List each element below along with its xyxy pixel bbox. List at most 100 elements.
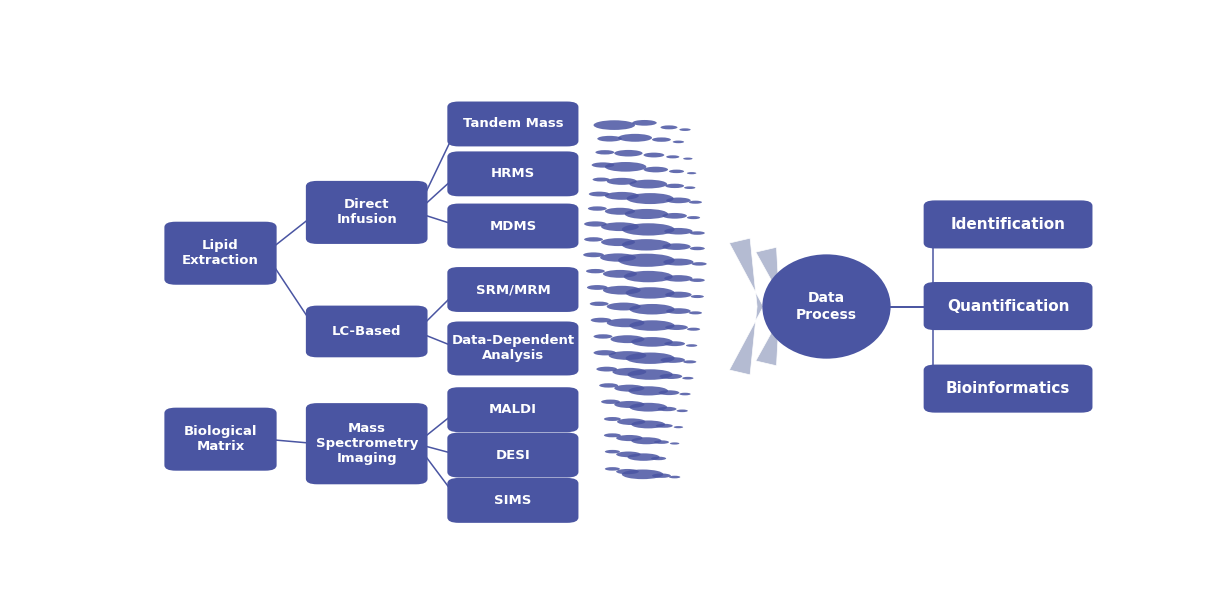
Text: Mass
Spectrometry
Imaging: Mass Spectrometry Imaging [315,422,417,465]
Ellipse shape [591,163,615,168]
Ellipse shape [616,435,643,441]
Ellipse shape [662,213,686,219]
Ellipse shape [590,317,611,323]
Ellipse shape [657,407,677,411]
Ellipse shape [691,262,707,266]
Text: LC-Based: LC-Based [332,325,402,338]
Ellipse shape [666,325,688,330]
Ellipse shape [679,128,691,131]
FancyBboxPatch shape [924,282,1093,330]
Ellipse shape [601,238,635,246]
Ellipse shape [598,136,622,141]
FancyBboxPatch shape [164,408,276,471]
Ellipse shape [644,153,664,157]
Ellipse shape [584,221,607,227]
Ellipse shape [661,357,685,363]
Ellipse shape [673,141,684,143]
Ellipse shape [583,253,604,257]
Ellipse shape [691,295,703,298]
Ellipse shape [616,452,640,457]
Ellipse shape [605,467,619,471]
Ellipse shape [683,377,694,379]
Ellipse shape [661,125,678,130]
Ellipse shape [605,450,619,454]
Ellipse shape [689,201,702,204]
Ellipse shape [605,208,635,215]
Ellipse shape [652,474,671,478]
Ellipse shape [617,418,645,425]
Ellipse shape [604,417,621,421]
Ellipse shape [686,172,696,174]
Ellipse shape [618,254,674,267]
FancyBboxPatch shape [305,181,427,244]
Ellipse shape [590,302,608,306]
Ellipse shape [690,279,705,282]
Text: Lipid
Extraction: Lipid Extraction [183,239,259,267]
Ellipse shape [632,421,666,428]
Ellipse shape [666,292,691,298]
Ellipse shape [587,285,607,290]
Ellipse shape [666,184,684,188]
FancyBboxPatch shape [448,322,578,375]
Ellipse shape [594,120,635,130]
Ellipse shape [601,399,619,404]
Ellipse shape [686,327,700,331]
Ellipse shape [664,341,685,346]
Ellipse shape [615,150,643,157]
FancyBboxPatch shape [305,306,427,358]
Ellipse shape [599,383,618,388]
Ellipse shape [622,469,663,479]
FancyBboxPatch shape [448,267,578,312]
Text: Quantification: Quantification [947,299,1070,313]
Ellipse shape [683,360,696,363]
Polygon shape [756,247,786,366]
Ellipse shape [602,286,640,294]
Ellipse shape [615,401,645,408]
Ellipse shape [677,409,688,412]
Ellipse shape [588,206,607,211]
Ellipse shape [662,243,691,250]
Ellipse shape [605,192,639,200]
Ellipse shape [666,197,691,203]
Ellipse shape [669,476,680,478]
Ellipse shape [622,223,674,236]
Text: Identification: Identification [950,217,1066,232]
Text: DESI: DESI [495,449,531,462]
Ellipse shape [683,158,692,160]
FancyBboxPatch shape [448,478,578,523]
Ellipse shape [607,303,640,310]
Ellipse shape [664,275,692,282]
Ellipse shape [628,454,660,461]
Ellipse shape [594,334,612,339]
Text: Bioinformatics: Bioinformatics [946,381,1070,396]
Ellipse shape [600,253,636,262]
Ellipse shape [660,374,683,379]
FancyBboxPatch shape [164,221,276,284]
Ellipse shape [628,386,668,395]
Polygon shape [729,238,763,375]
Ellipse shape [584,237,602,241]
Text: Tandem Mass: Tandem Mass [462,117,563,131]
Ellipse shape [669,170,684,173]
Ellipse shape [593,177,610,181]
Ellipse shape [664,228,692,234]
FancyBboxPatch shape [924,200,1093,249]
Ellipse shape [652,137,671,142]
Ellipse shape [674,426,683,428]
Ellipse shape [690,247,705,250]
Ellipse shape [666,155,679,158]
Ellipse shape [596,367,617,372]
FancyBboxPatch shape [448,387,578,432]
Ellipse shape [666,308,691,314]
FancyBboxPatch shape [448,432,578,478]
Ellipse shape [689,312,702,315]
Ellipse shape [654,441,669,444]
Ellipse shape [629,304,674,315]
Ellipse shape [629,180,667,188]
Ellipse shape [644,167,668,173]
FancyBboxPatch shape [448,204,578,249]
FancyBboxPatch shape [305,403,427,484]
Ellipse shape [616,469,639,474]
Ellipse shape [679,393,691,395]
Ellipse shape [627,193,674,204]
